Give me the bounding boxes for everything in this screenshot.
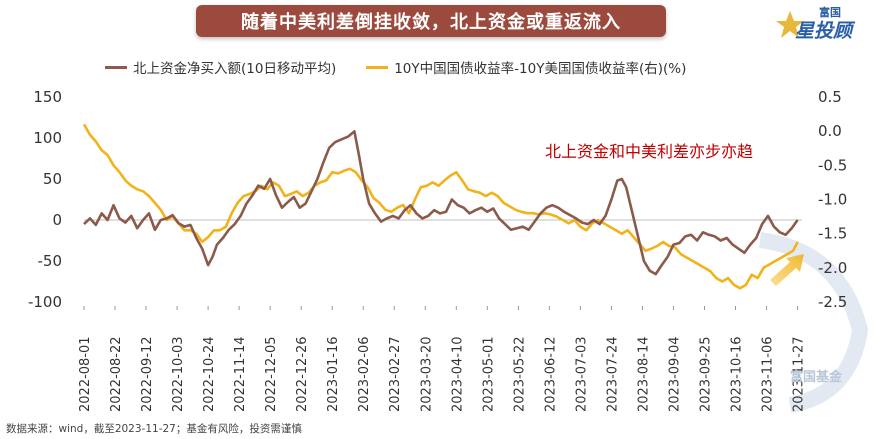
x-axis-tick-label: 2023-06-12 [543,336,558,412]
watermark-text: 富国基金 [790,370,843,385]
chart-title: 随着中美利差倒挂收敛，北上资金或重返流入 [241,12,621,33]
x-axis-tick-label: 2023-07-24 [605,336,620,412]
x-axis-tick-label: 2023-10-16 [730,336,745,412]
right-axis-tick-label: -1.5 [818,225,847,243]
series-line-northbound [83,130,799,276]
star-icon [776,11,804,38]
left-axis-tick-label: -50 [38,252,63,270]
right-axis-tick-label: 0.5 [818,88,842,106]
watermark-graphic [758,232,869,413]
left-axis-tick-label: 50 [43,170,62,188]
right-axis-tick-label: -1.0 [818,191,847,209]
title-banner: 随着中美利差倒挂收敛，北上资金或重返流入 [196,5,666,37]
left-axis-tick-label: 100 [33,129,62,147]
left-axis-tick-label: -100 [28,293,62,311]
left-axis-tick-label: 150 [33,88,62,106]
x-axis-tick-label: 2022-09-12 [140,336,155,412]
right-axis-tick-label: -2.0 [818,259,847,277]
x-axis-tick-label: 2022-12-26 [295,336,310,412]
legend-swatch-northbound [105,65,127,69]
left-axis-tick-label: 0 [52,211,62,229]
legend-label-northbound: 北上资金净买入额(10日移动平均) [133,61,337,77]
x-axis-tick-label: 2023-11-06 [761,336,776,412]
brand-logo: 富国 星投顾 [775,2,871,44]
chart-legend: 北上资金净买入额(10日移动平均) 10Y中国国债收益率-10Y美国国债收益率(… [105,56,716,78]
x-axis-tick-label: 2023-08-14 [636,336,651,412]
right-axis-tick-label: 0.0 [818,122,842,140]
x-axis-tick-label: 2022-12-05 [264,336,279,412]
x-axis-tick-label: 2022-10-24 [202,336,217,412]
chart-annotation: 北上资金和中美利差亦步亦趋 [545,142,754,161]
legend-item-spread: 10Y中国国债收益率-10Y美国国债收益率(右)(%) [366,57,686,77]
x-axis-tick-label: 2023-02-27 [388,336,403,412]
x-axis-tick-label: 2022-08-01 [78,336,93,412]
x-axis-tick-label: 2022-11-14 [233,336,248,412]
series-line-spread [82,123,799,290]
x-axis-tick-label: 2023-02-06 [357,336,372,412]
x-axis-tick-label: 2023-09-25 [698,336,713,412]
legend-item-northbound: 北上资金净买入额(10日移动平均) [105,57,336,77]
x-axis-tick-label: 2023-05-01 [481,336,496,412]
x-axis-tick-label: 2023-09-04 [667,336,682,412]
x-axis-tick-label: 2022-10-03 [171,336,186,412]
logo-big-text: 星投顾 [795,20,853,42]
trend-arrow [770,254,804,286]
right-axis-tick-label: -2.5 [818,293,847,311]
x-axis-tick-label: 2023-07-03 [574,336,589,412]
right-axis-tick-label: -0.5 [818,156,847,174]
x-axis-tick-label: 2023-04-10 [450,336,465,412]
legend-label-spread: 10Y中国国债收益率-10Y美国国债收益率(右)(%) [394,61,687,77]
x-axis-tick-label: 2023-11-27 [792,336,807,412]
x-axis-tick-label: 2023-05-22 [512,336,527,412]
x-axis-tick-label: 2022-08-22 [109,336,124,412]
source-note: 数据来源：wind，截至2023-11-27；基金有风险，投资需谨慎 [6,423,302,435]
x-axis-tick-label: 2023-01-16 [326,336,341,412]
legend-swatch-spread [366,65,389,69]
x-axis-tick-label: 2023-03-20 [419,336,434,412]
logo-small-text: 富国 [819,6,841,19]
